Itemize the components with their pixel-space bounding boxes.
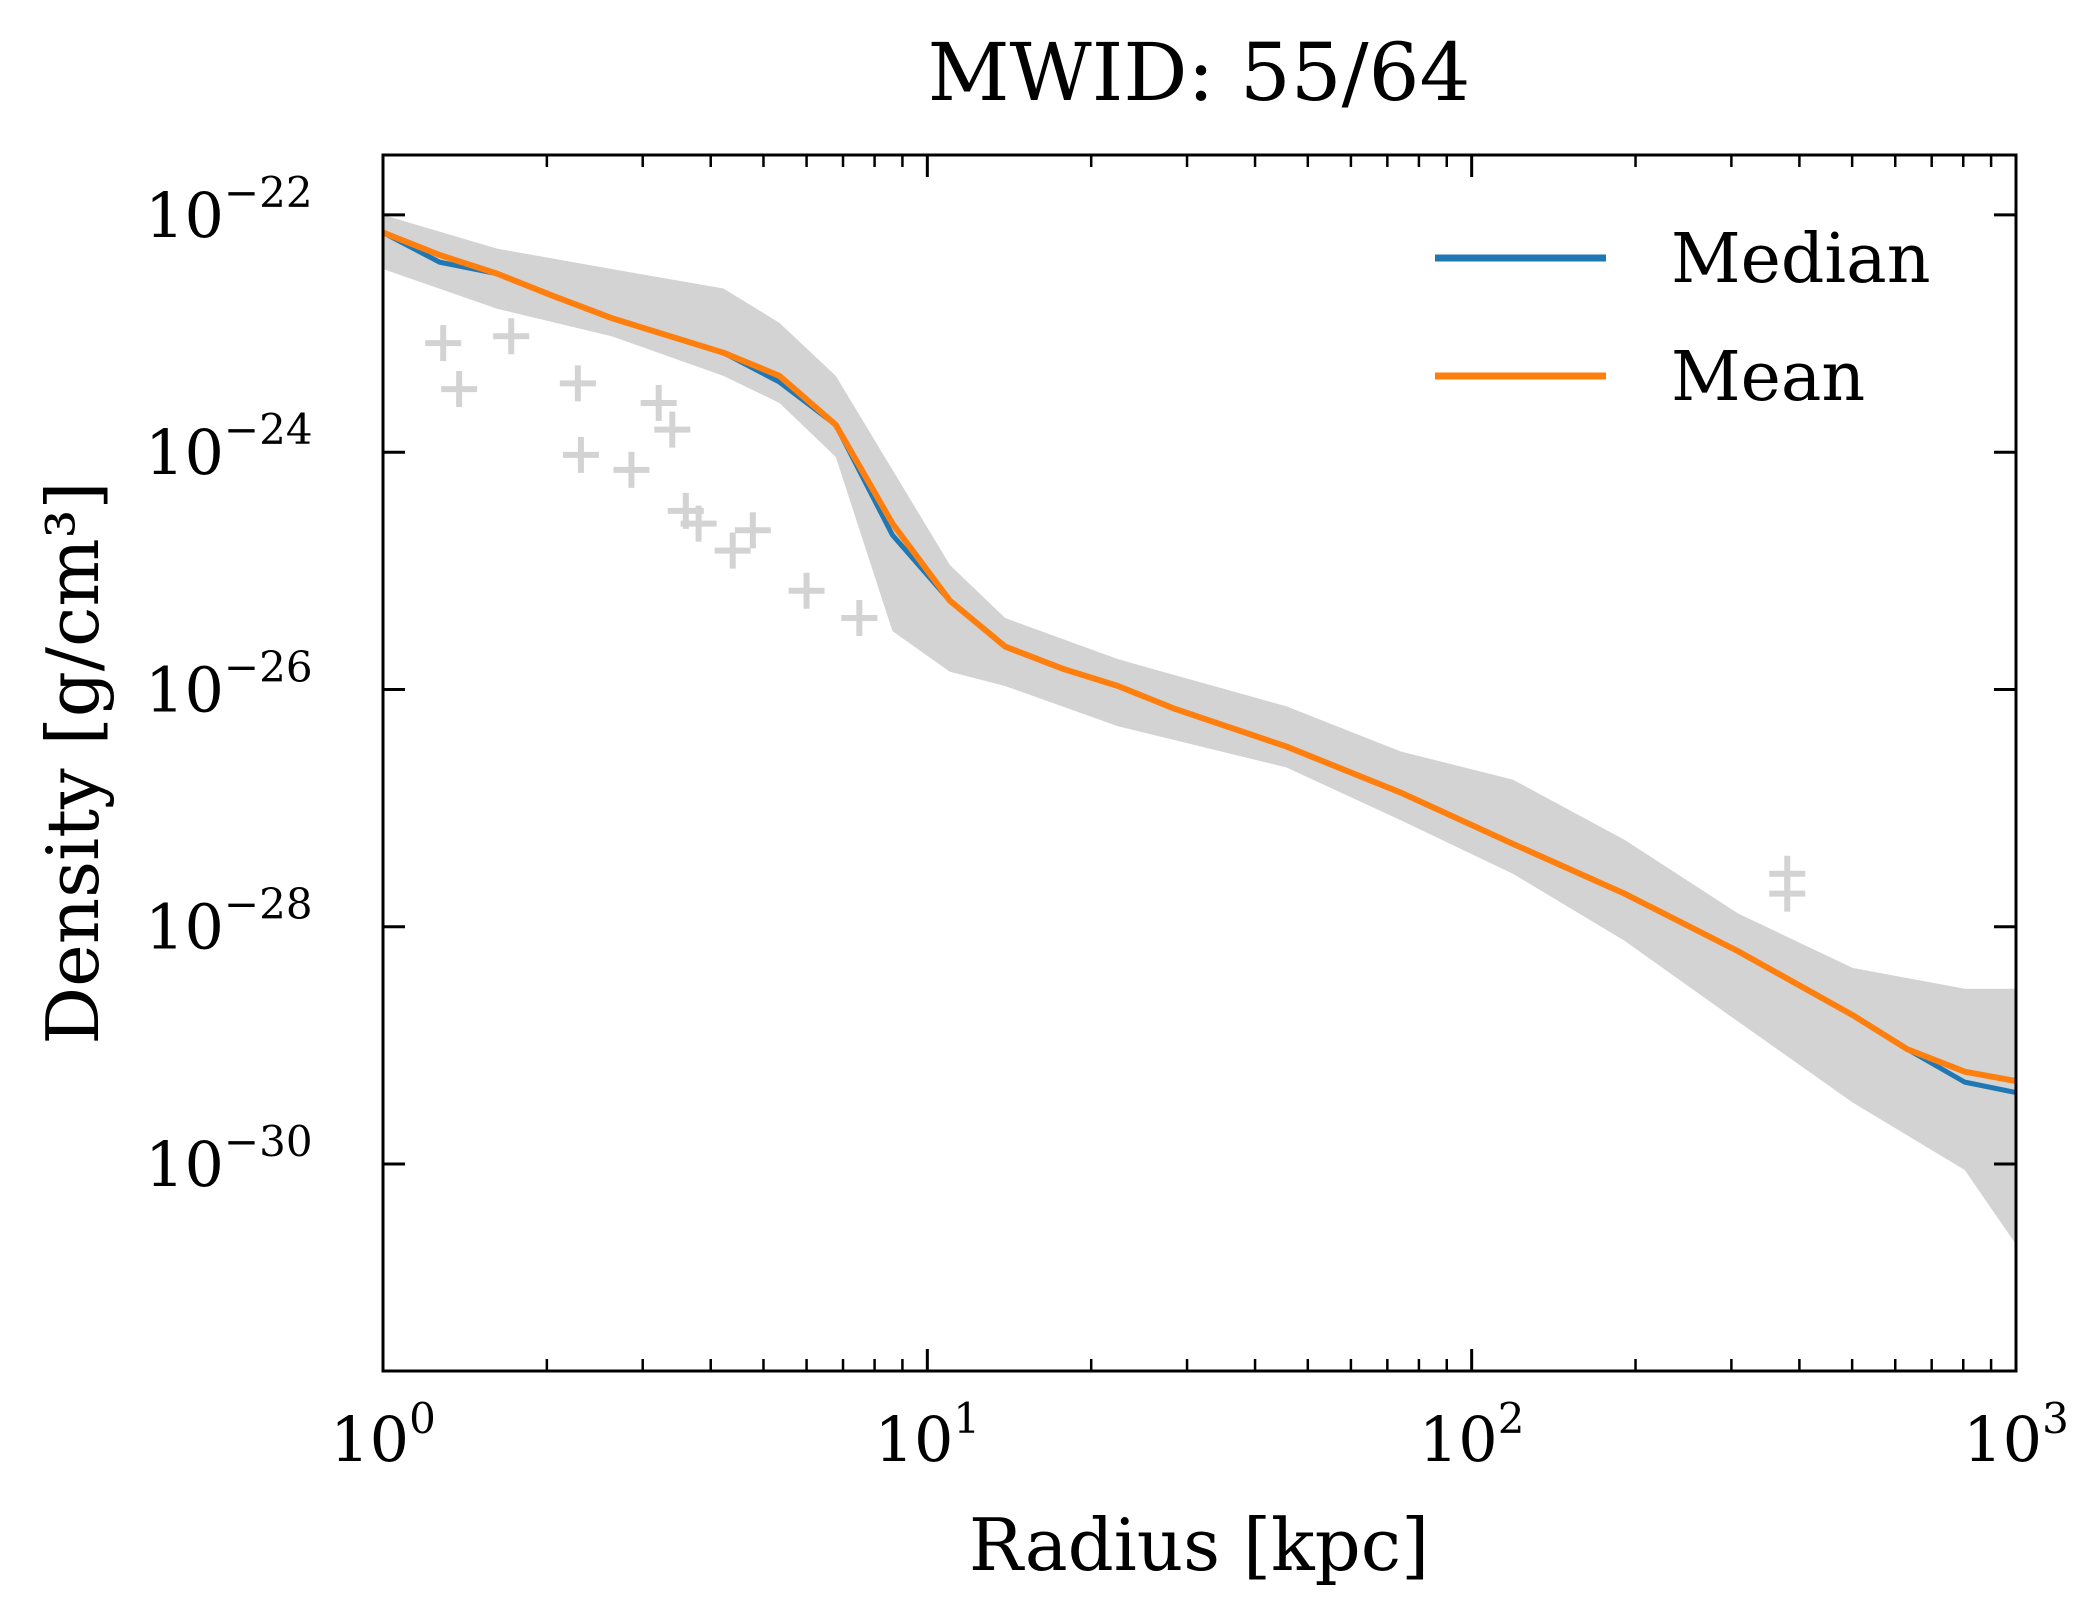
x-tick-exponent: 2 <box>1498 1394 1525 1443</box>
x-tick-label: 102 <box>1419 1394 1525 1476</box>
legend-median-label: Median <box>1671 220 1930 299</box>
x-tick-exponent: 3 <box>2042 1394 2069 1443</box>
x-tick-label: 103 <box>1963 1394 2069 1476</box>
individual-point <box>562 436 599 473</box>
x-tick-base: 10 <box>1419 1403 1498 1476</box>
individual-point <box>654 411 691 448</box>
y-tick-base: 10 <box>145 891 224 964</box>
y-tick-base: 10 <box>145 1128 224 1201</box>
individual-point <box>613 451 650 488</box>
y-tick-exponent: −30 <box>224 1117 313 1166</box>
y-axis-label: Density [g/cm³] <box>31 481 115 1044</box>
x-tick-base: 10 <box>1963 1403 2042 1476</box>
individual-point <box>1769 875 1806 912</box>
y-tick-base: 10 <box>145 416 224 489</box>
individual-point <box>734 512 771 549</box>
y-tick-label: 10−26 <box>145 642 313 726</box>
y-tick-exponent: −28 <box>224 880 313 929</box>
x-tick-label: 100 <box>330 1394 436 1476</box>
y-tick-label: 10−22 <box>145 168 313 252</box>
y-tick-exponent: −22 <box>224 168 313 217</box>
x-tick-exponent: 0 <box>409 1394 436 1443</box>
y-tick-base: 10 <box>145 179 224 252</box>
y-tick-exponent: −24 <box>224 405 313 454</box>
individual-point <box>559 365 596 402</box>
series-line-mean <box>383 229 2016 1085</box>
y-tick-label: 10−24 <box>145 405 313 489</box>
x-tick-base: 10 <box>330 1403 409 1476</box>
legend: Median Mean <box>1435 220 1930 417</box>
individual-point <box>493 318 530 355</box>
axes-frame <box>381 153 2018 1373</box>
plot-content <box>383 214 2016 1245</box>
chart-title: MWID: 55/64 <box>928 26 1471 119</box>
legend-mean-label: Mean <box>1671 338 1865 417</box>
x-tick-label: 101 <box>875 1394 981 1476</box>
individual-point <box>640 384 677 421</box>
individual-point <box>714 532 751 569</box>
x-tick-base: 10 <box>875 1403 954 1476</box>
x-axis-label: Radius [kpc] <box>969 1503 1429 1587</box>
plot-area <box>383 214 2016 1245</box>
y-tick-label: 10−30 <box>145 1117 313 1201</box>
individual-profiles-band <box>383 214 2016 1245</box>
y-tick-base: 10 <box>145 653 224 726</box>
individual-point <box>441 371 478 408</box>
individual-point <box>841 600 878 637</box>
x-tick-exponent: 1 <box>953 1394 980 1443</box>
y-tick-exponent: −26 <box>224 642 313 691</box>
individual-point <box>680 505 717 542</box>
individual-point <box>425 325 462 362</box>
y-tick-label: 10−28 <box>145 880 313 964</box>
individual-point <box>788 572 825 609</box>
